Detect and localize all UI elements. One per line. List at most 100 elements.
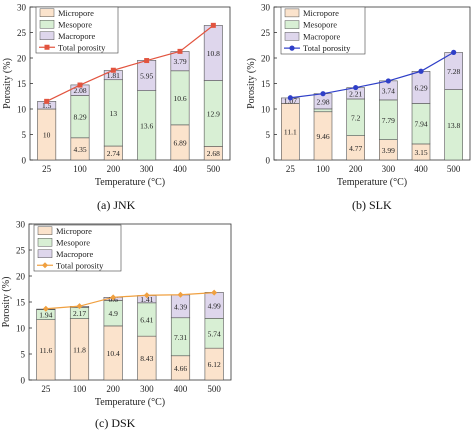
bar-value-label: 5.74 bbox=[208, 329, 221, 338]
legend-swatch-mesopore bbox=[39, 20, 55, 29]
x-tick-label: 400 bbox=[173, 164, 187, 174]
y-tick-label: 20 bbox=[17, 54, 27, 64]
y-tick-label: 20 bbox=[16, 272, 26, 282]
bar-value-label: 3.74 bbox=[382, 86, 395, 95]
y-tick-label: 0 bbox=[21, 376, 26, 386]
y-tick-label: 30 bbox=[17, 3, 27, 13]
bar-value-label: 4.77 bbox=[349, 144, 362, 153]
legend-swatch-macropore bbox=[284, 32, 300, 41]
bar-value-label: 7.31 bbox=[174, 333, 187, 342]
bar-value-label: 7.28 bbox=[447, 67, 460, 76]
caption-dsk: (c) DSK bbox=[95, 416, 136, 430]
total-porosity-point bbox=[287, 95, 293, 101]
y-axis-title: Porosity (%) bbox=[246, 58, 257, 109]
y-tick-label: 15 bbox=[16, 298, 26, 308]
x-tick-label: 100 bbox=[73, 164, 87, 174]
bar-value-label: 1.81 bbox=[107, 71, 120, 80]
legend-swatch-macropore bbox=[37, 249, 53, 258]
legend-swatch-micropore bbox=[284, 8, 300, 18]
bar-value-label: 1.07 bbox=[284, 97, 297, 106]
chart-panel-0: 0 5 10 15 20 25 30 25 100 200 300 400 500 Temperature… bbox=[2, 3, 231, 188]
legend-label: Total porosity bbox=[58, 42, 106, 52]
bar-value-label: 11.6 bbox=[39, 346, 52, 355]
total-porosity-point bbox=[44, 98, 50, 104]
y-tick-label: 5 bbox=[266, 130, 271, 140]
legend-swatch-micropore bbox=[37, 226, 53, 235]
legend-label: Total porosity bbox=[56, 260, 104, 270]
total-porosity-line bbox=[45, 292, 215, 310]
y-tick-label: 10 bbox=[17, 105, 27, 115]
bar-value-label: 4.66 bbox=[174, 364, 187, 373]
legend-swatch-macropore bbox=[39, 31, 55, 40]
bar-value-label: 10.6 bbox=[173, 94, 186, 103]
bar-value-label: 7.2 bbox=[351, 113, 361, 122]
bar-value-label: 1.5 bbox=[42, 101, 52, 110]
bar-value-label: 2.74 bbox=[107, 149, 120, 158]
x-tick-label: 200 bbox=[107, 164, 121, 174]
bar-value-label: 2.21 bbox=[349, 89, 362, 98]
legend-label: Mesopore bbox=[303, 20, 337, 30]
total-porosity-point bbox=[177, 48, 183, 54]
bar-value-label: 10.4 bbox=[107, 349, 120, 358]
total-porosity-line bbox=[46, 24, 214, 102]
y-tick-label: 15 bbox=[17, 79, 27, 89]
total-porosity-point bbox=[76, 303, 83, 310]
total-porosity-point bbox=[320, 91, 326, 97]
y-tick-label: 5 bbox=[22, 130, 27, 140]
y-axis-title: Porosity (%) bbox=[2, 58, 13, 109]
total-porosity-point bbox=[385, 78, 391, 84]
x-tick-label: 25 bbox=[286, 164, 296, 174]
x-tick-label: 400 bbox=[414, 164, 428, 174]
legend-marker bbox=[289, 45, 295, 51]
chart-panel-1: 0 5 10 15 20 25 30 25 100 200 300 400 500 Temperature… bbox=[246, 3, 471, 188]
total-porosity-point bbox=[353, 84, 359, 91]
legend-marker bbox=[42, 262, 48, 269]
bar-value-label: 4.35 bbox=[73, 145, 86, 154]
legend-swatch-mesopore bbox=[284, 20, 300, 29]
total-porosity-point bbox=[177, 291, 184, 298]
x-tick-label: 25 bbox=[41, 384, 51, 394]
bar-value-label: 13 bbox=[110, 109, 118, 118]
legend-label: Macropore bbox=[58, 31, 96, 41]
y-tick-label: 25 bbox=[16, 246, 26, 256]
y-axis-title: Porosity (%) bbox=[1, 277, 12, 328]
bar-value-label: 2.17 bbox=[73, 309, 86, 318]
bar-value-label: 1.41 bbox=[140, 295, 153, 304]
total-porosity-point bbox=[144, 58, 150, 64]
bar-value-label: 3.79 bbox=[173, 57, 186, 66]
bar-value-label: 2.08 bbox=[73, 86, 86, 95]
x-tick-label: 500 bbox=[207, 384, 221, 394]
bar-value-label: 3.15 bbox=[414, 148, 427, 157]
bar-value-label: 6.89 bbox=[173, 138, 186, 147]
x-tick-label: 300 bbox=[382, 164, 396, 174]
bar-value-label: 7.79 bbox=[382, 116, 395, 125]
y-tick-label: 0 bbox=[22, 156, 27, 166]
total-porosity-line bbox=[290, 51, 454, 99]
y-tick-label: 30 bbox=[261, 3, 271, 13]
total-porosity-point bbox=[418, 68, 424, 74]
total-porosity-point bbox=[211, 289, 218, 296]
legend-label: Mesopore bbox=[58, 19, 92, 29]
caption-slk: (b) SLK bbox=[352, 198, 392, 212]
x-tick-label: 200 bbox=[349, 164, 363, 174]
bar-value-label: 13.8 bbox=[447, 121, 460, 130]
total-porosity-point bbox=[110, 67, 116, 73]
bar-mesopore bbox=[313, 108, 333, 113]
x-tick-label: 25 bbox=[42, 164, 52, 174]
legend-label: Mesopore bbox=[56, 237, 90, 247]
bar-value-label: 5.95 bbox=[140, 71, 153, 80]
bar-value-label: 10.8 bbox=[207, 49, 220, 58]
y-tick-label: 0 bbox=[266, 156, 271, 166]
y-tick-label: 20 bbox=[261, 54, 271, 64]
total-porosity-point bbox=[42, 305, 49, 312]
y-tick-label: 25 bbox=[261, 28, 271, 38]
x-axis-title: Temperature (°C) bbox=[95, 397, 165, 408]
legend-label: Macropore bbox=[56, 249, 94, 259]
x-tick-label: 400 bbox=[174, 384, 188, 394]
x-tick-label: 300 bbox=[140, 384, 154, 394]
legend-marker bbox=[44, 44, 50, 50]
bar-value-label: 8.29 bbox=[73, 113, 86, 122]
legend-swatch-mesopore bbox=[37, 238, 53, 247]
bar-value-label: 6.41 bbox=[140, 315, 153, 324]
